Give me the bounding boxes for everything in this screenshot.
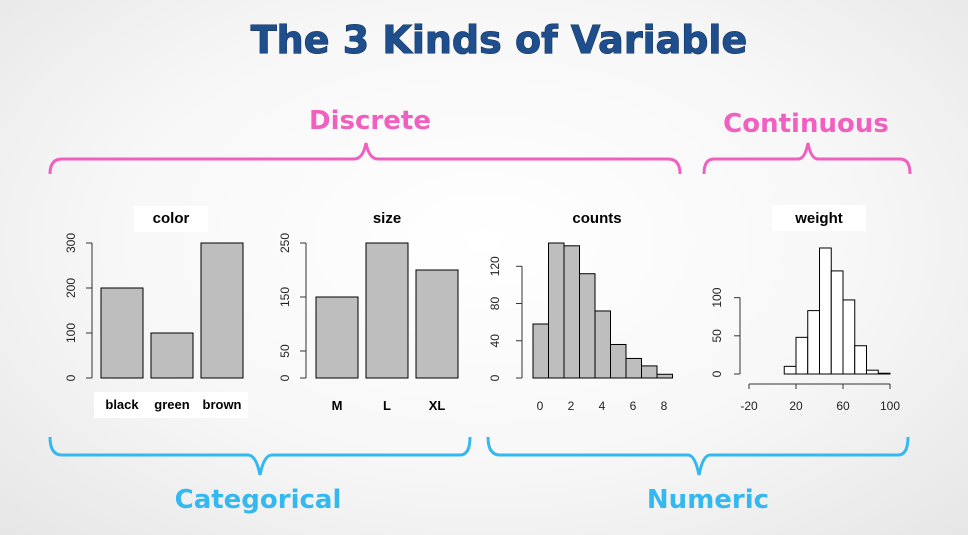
bar-8 (656, 373, 673, 379)
chart-color: color 0 100 200 300 black green brown (64, 206, 248, 418)
bar-2 (563, 245, 580, 379)
bar-L (365, 242, 409, 379)
x-tick-label: 100 (880, 399, 900, 413)
category-label: black (105, 397, 139, 412)
bar-M (315, 296, 359, 379)
y-tick-label: 0 (488, 374, 502, 381)
bar-1 (548, 242, 565, 379)
bar-green (150, 332, 194, 379)
continuous-brace (702, 142, 912, 175)
x-tick-label: 4 (599, 399, 606, 413)
category-label: XL (429, 398, 446, 413)
categorical-brace (48, 436, 472, 476)
numeric-brace (486, 436, 910, 476)
y-tick-label: 80 (488, 297, 502, 311)
x-tick-label: 60 (836, 399, 850, 413)
bar-5 (610, 343, 627, 379)
chart-counts: counts 0 40 80 120 0 2 4 6 8 (488, 210, 673, 413)
x-tick-label: 2 (568, 399, 575, 413)
x-tick-label: 8 (661, 399, 668, 413)
histogram-bin (819, 247, 832, 375)
y-tick-label: 50 (710, 329, 724, 343)
bar-XL (415, 269, 459, 379)
bar-0 (532, 323, 549, 379)
discrete-brace (48, 142, 682, 175)
x-tick-label: -20 (740, 399, 758, 413)
x-tick-label: 20 (789, 399, 803, 413)
histogram-bin (877, 372, 891, 375)
y-tick-label: 300 (64, 233, 78, 253)
bar-brown (200, 242, 244, 379)
category-label: L (383, 398, 391, 413)
histogram-bin (807, 310, 820, 375)
category-label: green (154, 397, 189, 412)
histogram-bin (830, 270, 844, 375)
x-tick-label: 0 (537, 399, 544, 413)
y-tick-label: 40 (488, 334, 502, 348)
bar-6 (625, 357, 642, 379)
continuous-label: Continuous (723, 109, 889, 139)
chart-title: weight (794, 210, 843, 227)
y-tick-label: 100 (64, 323, 78, 343)
x-tick-label: 6 (630, 399, 637, 413)
bar-7 (641, 365, 658, 379)
chart-size: size 0 50 150 250 M L XL (278, 210, 459, 413)
chart-title-background (772, 205, 866, 231)
y-tick-label: 0 (278, 374, 292, 381)
numeric-label: Numeric (647, 485, 769, 515)
y-tick-label: 50 (278, 344, 292, 358)
bar-4 (594, 310, 611, 379)
bar-3 (579, 273, 596, 379)
y-tick-label: 250 (278, 233, 292, 253)
category-label: M (332, 398, 343, 413)
histogram-bin (854, 345, 867, 375)
categorical-label: Categorical (175, 485, 342, 515)
y-tick-label: 100 (710, 287, 724, 307)
y-tick-label: 150 (278, 287, 292, 307)
chart-title: size (373, 210, 401, 227)
histogram-bin (783, 365, 797, 375)
histogram-bin (866, 369, 879, 375)
histogram-bin (795, 336, 809, 375)
y-tick-label: 200 (64, 278, 78, 298)
discrete-label: Discrete (309, 106, 431, 136)
histogram-bin (842, 299, 856, 375)
chart-weight: weight 0 50 100 -20 20 60 100 (710, 205, 900, 413)
chart-title-background (134, 206, 208, 232)
y-tick-label: 0 (710, 370, 724, 377)
chart-title: color (153, 210, 190, 227)
slide-title: The 3 Kinds of Variable (251, 18, 747, 62)
y-tick-label: 120 (488, 256, 502, 276)
bar-black (100, 287, 144, 379)
y-tick-label: 0 (64, 374, 78, 381)
category-label: brown (203, 397, 242, 412)
category-labels-background (94, 392, 248, 418)
chart-title: counts (572, 210, 621, 227)
